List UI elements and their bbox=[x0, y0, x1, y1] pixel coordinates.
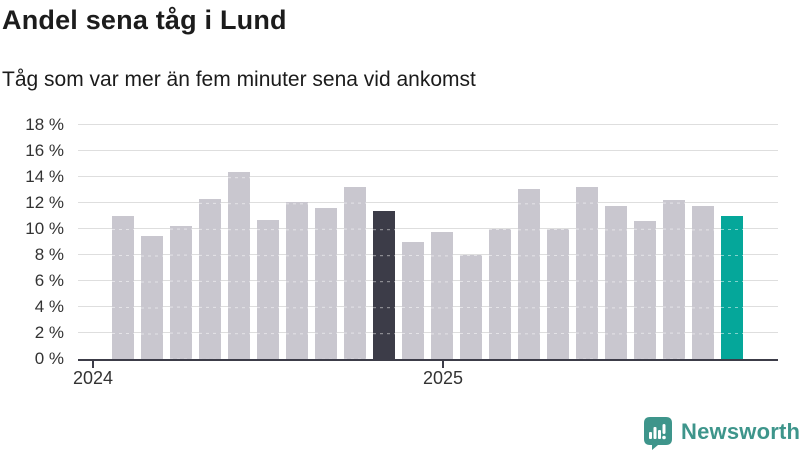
bar bbox=[605, 205, 627, 359]
brand-lockup[interactable]: Newsworthy bbox=[644, 416, 800, 450]
gridline bbox=[78, 280, 778, 281]
bar bbox=[315, 208, 337, 359]
bar bbox=[344, 187, 366, 359]
x-axis-tick bbox=[91, 361, 94, 368]
gridline bbox=[78, 228, 778, 229]
bar bbox=[460, 255, 482, 359]
gridline bbox=[78, 254, 778, 255]
y-tick-label: 4 % bbox=[34, 297, 64, 316]
bar bbox=[576, 187, 598, 359]
bar bbox=[663, 200, 685, 359]
y-tick-label: 10 % bbox=[25, 219, 64, 238]
bar bbox=[634, 221, 656, 359]
bar bbox=[373, 210, 395, 359]
gridline bbox=[78, 150, 778, 151]
bar bbox=[692, 205, 714, 359]
gridline bbox=[78, 332, 778, 333]
bar bbox=[141, 235, 163, 359]
bar bbox=[112, 216, 134, 359]
x-tick-label: 2025 bbox=[422, 368, 463, 388]
gridline bbox=[78, 306, 778, 307]
bar bbox=[170, 226, 192, 359]
bar bbox=[547, 229, 569, 359]
bar bbox=[518, 188, 540, 359]
bar bbox=[228, 171, 250, 359]
y-tick-label: 14 % bbox=[25, 167, 64, 186]
x-axis-line bbox=[78, 359, 778, 361]
gridline bbox=[78, 176, 778, 177]
newsworthy-speech-bubble-chart-icon bbox=[644, 416, 672, 450]
bar bbox=[431, 231, 453, 359]
y-tick-label: 6 % bbox=[34, 271, 64, 290]
page-subtitle: Tåg som var mer än fem minuter sena vid … bbox=[2, 68, 476, 91]
y-tick-label: 18 % bbox=[25, 115, 64, 134]
bar bbox=[489, 229, 511, 359]
brand-name: Newsworthy bbox=[681, 418, 800, 444]
gridline bbox=[78, 124, 778, 125]
bar bbox=[721, 216, 743, 359]
bar bbox=[257, 219, 279, 359]
y-tick-label: 12 % bbox=[25, 193, 64, 212]
bar bbox=[402, 242, 424, 359]
y-axis-labels: 0 % 2 % 4 % 6 % 8 % 10 % 12 % 14 % 16 % 18 % bbox=[0, 115, 64, 368]
x-axis-tick bbox=[441, 361, 444, 368]
y-tick-label: 2 % bbox=[34, 323, 64, 342]
y-tick-label: 8 % bbox=[34, 245, 64, 264]
y-tick-label: 16 % bbox=[25, 141, 64, 160]
bars bbox=[112, 125, 743, 359]
bar bbox=[286, 201, 308, 359]
y-tick-label: 0 % bbox=[34, 349, 64, 368]
x-tick-label: 2024 bbox=[72, 368, 113, 388]
page-title: Andel sena tåg i Lund bbox=[2, 5, 287, 35]
gridline bbox=[78, 202, 778, 203]
plot-area bbox=[78, 124, 778, 368]
bar bbox=[199, 199, 221, 359]
